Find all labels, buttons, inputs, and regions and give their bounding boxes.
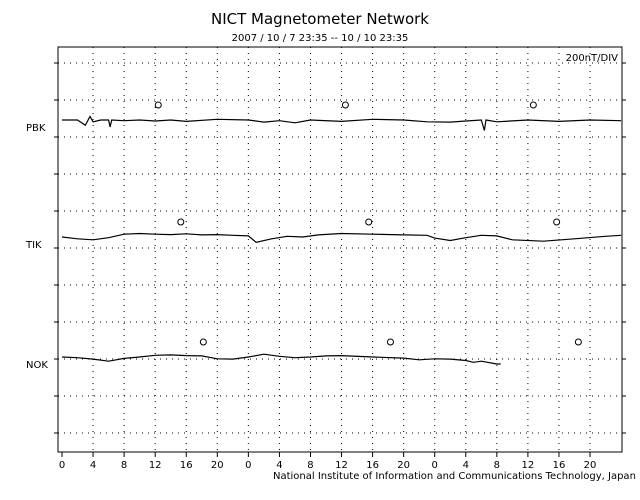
date-range: 2007 / 10 / 7 23:35 -- 10 / 10 23:35 bbox=[231, 33, 409, 44]
midnight-marker bbox=[386, 338, 394, 346]
midnight-marker bbox=[574, 338, 582, 346]
midnight-marker bbox=[553, 218, 561, 226]
trace-nok bbox=[61, 353, 501, 365]
x-tick-label: 20 bbox=[211, 460, 224, 471]
credit-text: National Institute of Information and Co… bbox=[273, 471, 636, 482]
x-tick-label: 4 bbox=[276, 460, 282, 471]
trace-pbk bbox=[62, 115, 622, 131]
midnight-marker bbox=[365, 218, 373, 226]
x-tick-label: 0 bbox=[245, 460, 251, 471]
trace-tik bbox=[61, 232, 622, 243]
midnight-marker bbox=[199, 338, 207, 346]
midnight-marker bbox=[177, 218, 185, 226]
station-label-tik: TIK bbox=[25, 240, 42, 251]
x-tick-label: 12 bbox=[149, 460, 162, 471]
x-tick-label: 12 bbox=[335, 460, 348, 471]
plot-frame bbox=[57, 46, 623, 453]
x-tick-label: 0 bbox=[432, 460, 438, 471]
x-tick-label: 8 bbox=[494, 460, 500, 471]
x-tick-label: 4 bbox=[463, 460, 469, 471]
midnight-marker bbox=[341, 101, 349, 109]
station-label-nok: NOK bbox=[26, 360, 48, 371]
x-tick-label: 16 bbox=[553, 460, 566, 471]
station-label-pbk: PBK bbox=[26, 123, 46, 134]
x-tick-label: 20 bbox=[397, 460, 410, 471]
x-tick-label: 16 bbox=[180, 460, 193, 471]
chart-title: NICT Magnetometer Network bbox=[210, 10, 429, 28]
x-tick-label: 12 bbox=[522, 460, 535, 471]
scale-label: 200nT/DIV bbox=[566, 53, 619, 64]
x-tick-label: 20 bbox=[584, 460, 597, 471]
midnight-marker bbox=[529, 101, 537, 109]
x-tick-label: 4 bbox=[90, 460, 96, 471]
x-tick-label: 8 bbox=[307, 460, 313, 471]
x-tick-label: 0 bbox=[59, 460, 65, 471]
midnight-marker bbox=[154, 101, 162, 109]
x-tick-label: 8 bbox=[121, 460, 127, 471]
x-tick-label: 16 bbox=[366, 460, 379, 471]
